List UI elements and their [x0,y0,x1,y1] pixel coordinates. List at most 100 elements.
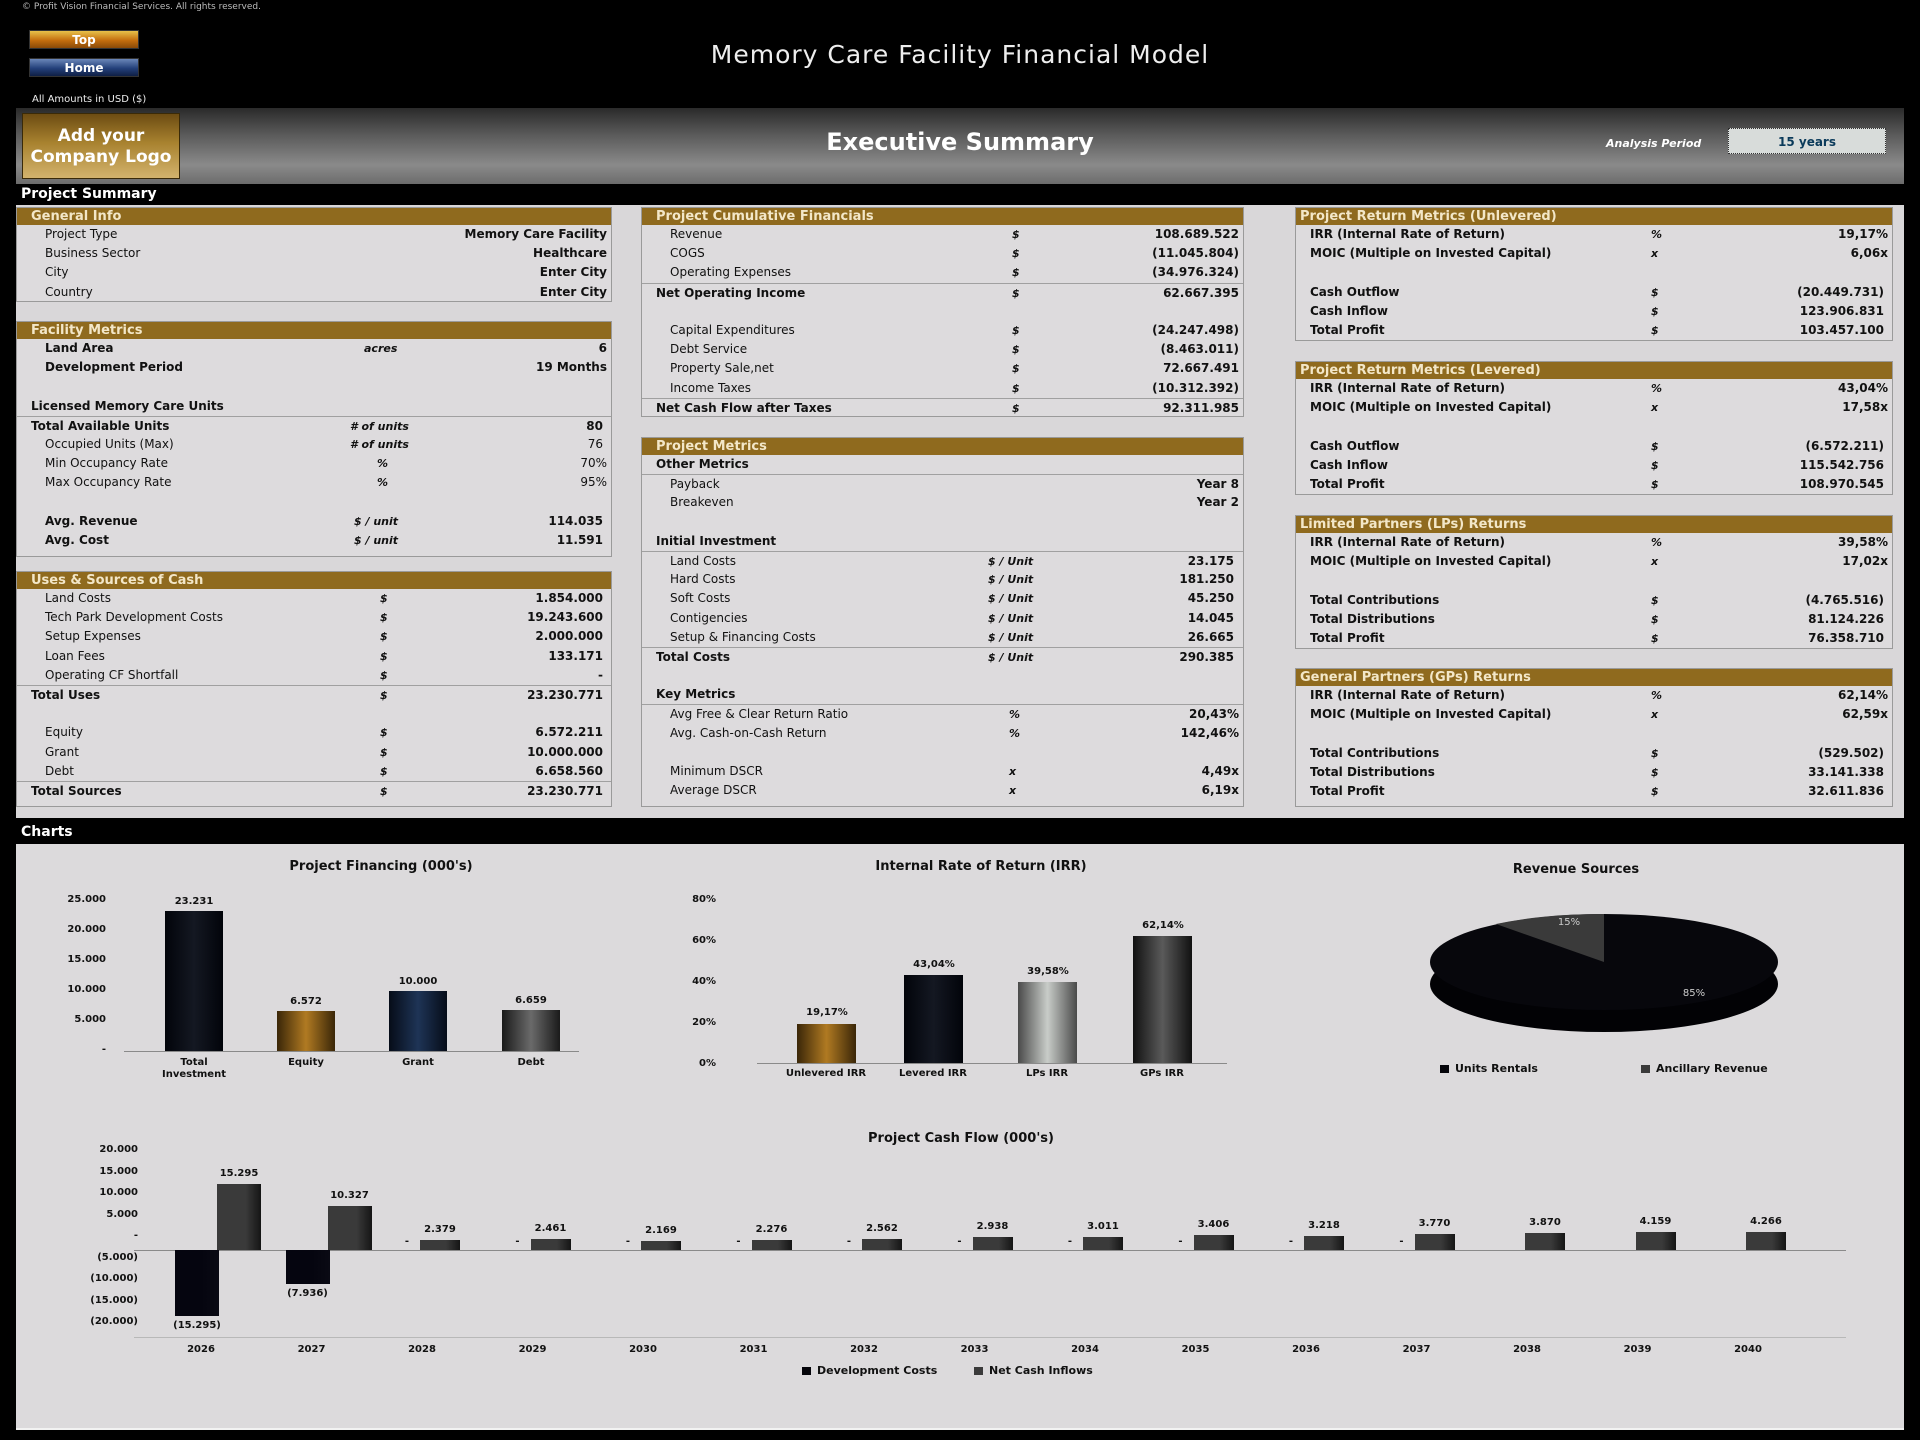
bar-label: 3.406 [1197,1219,1230,1231]
bar-label: 4.266 [1750,1215,1782,1227]
label: Minimum DSCR [670,764,763,778]
y-tick: (15.000) [90,1294,138,1306]
gp-moic-value: 62,59x [1842,707,1888,722]
bar-label: - [515,1236,520,1247]
label: Development Period [45,360,183,375]
unit: $ [1651,304,1659,318]
y-tick: (5.000) [97,1251,138,1263]
copyright: © Profit Vision Financial Services. All … [22,2,261,12]
home-button[interactable]: Home [29,58,139,77]
unit: x [1651,401,1659,415]
unit: $ [380,592,388,605]
label: Total Profit [1310,783,1385,798]
slice-label: 15% [1557,917,1581,928]
land-area-value: 6 [598,341,607,355]
pie-graphic [1430,913,1778,1032]
bar-unlevered-irr [797,1024,856,1063]
label: Total Profit [1310,476,1385,491]
unit: $ [380,726,388,740]
label: Total Distributions [1310,764,1435,779]
x-label: 2032 [850,1344,878,1355]
unit: $ [380,630,388,644]
lp-profit-value: 76.358.710 [1808,630,1884,645]
occupied-units-value: 76 [587,436,603,451]
unit: $ / Unit [988,592,1034,606]
label: Total Uses [31,687,101,702]
bar-label: 2.562 [866,1222,898,1234]
company-logo-placeholder[interactable]: Add your Company Logo [22,113,180,179]
logo-line1: Add your [57,126,145,146]
banner: Add your Company Logo Executive Summary … [16,108,1904,184]
land-cost-per-unit: 23.175 [1187,553,1234,568]
contingency-per-unit: 14.045 [1187,610,1234,625]
bar-label: 39,58% [1027,966,1069,977]
bar-label: 10.000 [398,976,438,987]
x-label: 2036 [1292,1344,1320,1355]
label: Average DSCR [670,783,757,798]
section-project-summary: Project Summary [16,184,1904,204]
label: IRR (Internal Rate of Return) [1310,535,1505,549]
legend-label: Net Cash Inflows [989,1364,1093,1377]
units-heading: Licensed Memory Care Units [31,398,224,413]
y-tick: - [101,1044,106,1055]
setup-financing-per-unit: 26.665 [1187,629,1234,644]
unit: $ [1012,362,1020,376]
y-tick: 80% [692,894,716,905]
x-label: 2039 [1623,1344,1652,1355]
cumulative-financials-card: Project Cumulative Financials Revenue $10… [641,207,1244,417]
bar-label: 6.659 [515,995,547,1006]
bar-label: 2.379 [424,1223,456,1235]
unit: x [1651,247,1659,261]
x-label: 2029 [518,1344,547,1355]
unit: % [1651,228,1663,241]
cf-shortfall-value: - [598,667,603,682]
legend-item: Development Costs [802,1364,937,1377]
gp-header: General Partners (GPs) Returns [1296,669,1892,686]
bar-label: - [957,1236,962,1247]
min-occupancy-value: 70% [580,456,607,471]
unit: $ [1651,593,1659,607]
unit: $ [1012,286,1020,300]
fc-ratio-value: 20,43% [1189,707,1239,722]
uses-sources-card: Uses & Sources of Cash Land Costs $1.854.… [16,571,612,807]
unit: $ [1651,285,1659,299]
bar-net-cash-inflows [1304,1236,1344,1250]
label: Grant [45,744,79,759]
x-label: 2026 [187,1344,215,1355]
bar-label: 10.327 [330,1189,369,1201]
bar-development-costs [285,1250,330,1285]
x-label: 2027 [297,1344,326,1355]
capex-value: (24.247.498) [1152,322,1239,337]
label: Operating CF Shortfall [45,667,179,682]
bar-net-cash-inflows [217,1184,261,1250]
app-title: Memory Care Facility Financial Model [710,40,1210,69]
total-units-value: 80 [586,418,603,433]
chart-title: Project Cash Flow (000's) [868,1131,1054,1146]
initial-investment-heading: Initial Investment [656,533,777,548]
bottom-divider [16,1428,1904,1430]
opex-value: (34.976.324) [1152,265,1239,280]
unit: $ [380,784,388,798]
country-value: Enter City [539,284,607,299]
levered-moic-value: 17,58x [1842,400,1888,415]
unit: # of units [350,437,409,451]
legend-label: Units Rentals [1455,1062,1538,1075]
lp-returns-card: Limited Partners (LPs) Returns IRR (Inte… [1295,515,1893,649]
setup-expenses-value: 2.000.000 [535,629,603,644]
noi-value: 62.667.395 [1163,285,1239,300]
unlevered-irr-value: 19,17% [1838,227,1888,241]
unit: $ [1651,746,1659,760]
analysis-period-input[interactable]: 15 years [1728,128,1886,154]
y-tick: 15.000 [99,1165,138,1177]
bar-net-cash-inflows [1746,1231,1786,1250]
gp-distributions-value: 33.141.338 [1808,764,1884,779]
bar-net-cash-inflows [420,1239,460,1250]
top-button[interactable]: Top [29,30,139,49]
bar-net-cash-inflows [1635,1232,1676,1250]
bar-net-cash-inflows [751,1240,792,1250]
bar-label: 3.770 [1418,1217,1451,1229]
unit: acres [364,342,398,355]
legend-swatch [1440,1064,1449,1073]
business-sector-value: Healthcare [533,246,607,261]
bar-development-costs [175,1250,219,1316]
